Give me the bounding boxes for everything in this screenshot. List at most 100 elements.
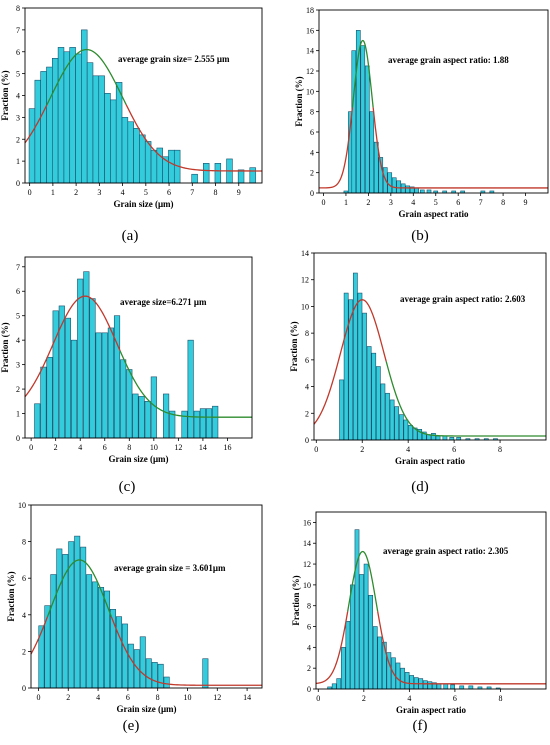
- plot-frame: [318, 9, 549, 194]
- histogram-bar: [352, 272, 358, 441]
- histogram-bar: [369, 111, 375, 194]
- histogram-bar: [336, 678, 342, 690]
- histogram-bar: [86, 62, 94, 184]
- histogram-bar: [398, 414, 404, 441]
- x-tick-label: 9: [524, 198, 528, 207]
- x-tick-label: 0: [316, 694, 320, 703]
- fit-curve-right: [110, 616, 262, 686]
- x-tick-label: 4: [78, 443, 82, 452]
- plot-frame: [24, 256, 253, 439]
- histogram-bar: [127, 643, 134, 689]
- histogram-bar: [144, 141, 152, 184]
- histogram-bar: [46, 66, 53, 184]
- y-tick-label: 4: [16, 336, 20, 345]
- y-tick-label: 6: [307, 623, 311, 632]
- histogram-bar: [436, 683, 442, 690]
- x-tick-label: 6: [103, 443, 107, 452]
- x-tick-label: 4: [121, 188, 125, 197]
- histogram-bar: [51, 58, 59, 184]
- x-tick-label: 2: [360, 445, 364, 454]
- fit-curve-peak: [46, 48, 127, 105]
- histogram-bar: [191, 173, 198, 184]
- y-tick-label: 14: [303, 539, 311, 548]
- y-tick-label: 8: [16, 4, 20, 13]
- x-tick-label: 2: [362, 694, 366, 703]
- histogram-bar: [443, 683, 449, 690]
- fit-curve-peak: [46, 559, 113, 618]
- fit-curve-peak: [49, 295, 121, 352]
- chart-panel-e: 0 2 4 6 8 10 12 14 0 2 4 6 8 10 Grain size (μm) Fractio…: [6, 501, 263, 734]
- y-tick-label: 0: [16, 434, 20, 443]
- x-axis-label: Grain size (μm): [113, 199, 173, 209]
- histogram-bar: [199, 408, 206, 439]
- histogram-bar: [181, 410, 188, 439]
- x-tick-label: 12: [174, 443, 182, 452]
- x-tick-label: 1: [344, 198, 348, 207]
- x-axis-label: Grain size (μm): [116, 704, 176, 714]
- x-axis-label: Grain aspect ratio: [395, 456, 465, 466]
- fit-curve-left: [319, 107, 354, 189]
- x-tick-label: 2: [74, 188, 78, 197]
- histogram-bar: [40, 71, 47, 184]
- panel-label: (a): [122, 228, 139, 244]
- histogram-bar: [98, 75, 105, 184]
- histogram-bar: [459, 685, 465, 690]
- y-tick-label: 4: [305, 383, 309, 392]
- x-tick-label: 8: [156, 693, 160, 702]
- histogram-bar: [362, 312, 367, 441]
- histogram-bar: [404, 672, 410, 690]
- histogram-bar: [92, 75, 100, 184]
- histogram-bar: [126, 369, 133, 439]
- histogram-bar: [57, 47, 65, 184]
- fit-curve-peak: [337, 299, 387, 362]
- fit-curve-left: [24, 104, 48, 144]
- chart-panel-f: 0 2 4 6 8 0 2 4 6 8 10 12 14 16 Grain aspect ratio Frac…: [291, 511, 547, 734]
- y-tick-label: 4: [22, 611, 26, 620]
- x-tick-label: 8: [498, 694, 502, 703]
- x-tick-label: 2: [366, 198, 370, 207]
- fit-curve-peak: [347, 550, 379, 612]
- histogram-bar: [214, 163, 222, 184]
- histogram-bar: [396, 180, 402, 194]
- fit-curve-left: [315, 611, 349, 685]
- plot-frame: [313, 252, 547, 441]
- histogram-bar: [92, 581, 99, 689]
- chart-panel-a: 0 1 2 3 4 5 6 7 8 9 0 1 2 3 4 5 6 7 8 Grain size (μm) Fracti…: [0, 4, 263, 244]
- x-tick-label: 16: [223, 443, 231, 452]
- histogram-bar: [422, 680, 428, 690]
- histogram-bar: [120, 359, 127, 439]
- y-tick-label: 10: [18, 501, 26, 510]
- x-tick-label: 5: [434, 198, 438, 207]
- average-annotation: average grain aspect ratio: 2.603: [400, 294, 526, 304]
- histogram-bar: [34, 403, 41, 439]
- x-axis-label: Grain aspect ratio: [399, 209, 469, 219]
- histogram-bar: [115, 82, 123, 184]
- x-tick-label: 0: [321, 198, 325, 207]
- x-tick-label: 10: [183, 693, 191, 702]
- x-tick-label: 9: [237, 188, 241, 197]
- y-axis-label: Fraction (%): [289, 321, 299, 371]
- histogram-bar: [375, 366, 381, 441]
- average-annotation: average grain size = 3.601μm: [114, 563, 226, 573]
- fit-curve-right: [385, 361, 546, 437]
- histogram-bar: [139, 636, 146, 689]
- histogram-bar: [56, 548, 63, 689]
- histogram-bar: [359, 574, 364, 690]
- x-tick-label: 5: [144, 188, 148, 197]
- x-axis-label: Grain aspect ratio: [396, 705, 466, 715]
- histogram-bar: [145, 658, 152, 689]
- panel-label: (c): [119, 479, 136, 495]
- histogram-bar: [391, 177, 397, 194]
- x-tick-label: 3: [389, 198, 393, 207]
- histogram-bar: [80, 546, 87, 689]
- histogram-bar: [363, 563, 369, 690]
- histogram-bar: [426, 189, 432, 194]
- histogram-bar: [115, 616, 122, 689]
- y-tick-label: 4: [307, 643, 311, 652]
- y-tick-label: 18: [306, 6, 314, 15]
- histogram-bar: [139, 134, 146, 184]
- y-tick-label: 8: [307, 602, 311, 611]
- histogram-bar: [104, 93, 111, 184]
- histogram-bar: [107, 327, 114, 439]
